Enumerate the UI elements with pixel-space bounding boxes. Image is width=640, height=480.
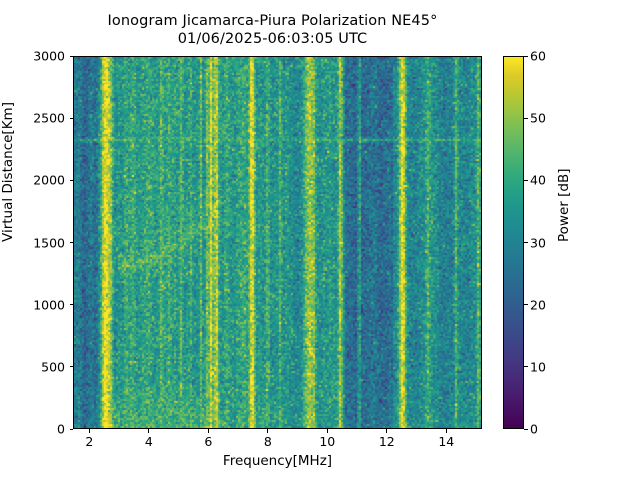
x-tick-mark [207, 429, 209, 433]
colorbar-label: Power [dB] [556, 168, 572, 242]
figure-title: Ionogram Jicamarca-Piura Polarization NE… [0, 12, 545, 48]
y-tick-mark [69, 55, 73, 57]
y-tick-mark [69, 304, 73, 306]
ionogram-heatmap [74, 57, 481, 428]
y-tick-label: 3000 [33, 48, 65, 64]
colorbar-gradient [504, 57, 523, 428]
x-tick-label: 6 [204, 434, 213, 449]
x-tick-mark [386, 429, 388, 433]
title-line-2: 01/06/2025-06:03:05 UTC [177, 31, 368, 47]
title-line-1: Ionogram Jicamarca-Piura Polarization NE… [107, 13, 438, 29]
y-tick-label: 2000 [33, 172, 65, 188]
colorbar-tick-mark [524, 179, 528, 181]
colorbar-tick-mark [524, 242, 528, 244]
x-tick-mark [445, 429, 447, 433]
ionogram-plot-area [73, 56, 482, 429]
x-tick-mark [326, 429, 328, 433]
colorbar-tick-mark [524, 55, 528, 57]
colorbar-tick-mark [524, 366, 528, 368]
colorbar-tick-mark [524, 304, 528, 306]
colorbar-tick-label: 0 [530, 421, 538, 437]
colorbar-tick-label: 30 [530, 235, 546, 250]
x-axis-label: Frequency[MHz] [222, 453, 333, 469]
x-tick-label: 2 [85, 434, 94, 449]
y-tick-mark [69, 242, 73, 244]
x-tick-label: 14 [438, 434, 455, 449]
colorbar-tick-label: 10 [530, 359, 546, 375]
y-tick-label: 2500 [33, 110, 65, 126]
colorbar-tick-label: 50 [530, 110, 546, 126]
y-tick-label: 1500 [33, 235, 65, 250]
y-tick-mark [69, 117, 73, 119]
y-tick-mark [69, 366, 73, 368]
y-tick-label: 500 [41, 359, 65, 375]
y-tick-label: 0 [57, 421, 65, 437]
x-tick-label: 12 [378, 434, 395, 449]
colorbar-tick-mark [524, 428, 528, 430]
colorbar-tick-label: 40 [530, 172, 546, 188]
x-tick-mark [267, 429, 269, 433]
colorbar-tick-label: 20 [530, 297, 546, 313]
colorbar [503, 56, 524, 429]
y-tick-label: 1000 [33, 297, 65, 313]
colorbar-tick-label: 60 [530, 48, 546, 64]
y-tick-mark [69, 179, 73, 181]
x-tick-label: 8 [263, 434, 272, 449]
x-tick-mark [88, 429, 90, 433]
x-tick-label: 10 [319, 434, 336, 449]
x-tick-label: 4 [144, 434, 153, 449]
y-axis-label: Virtual Distance[Km] [0, 102, 16, 242]
x-tick-mark [148, 429, 150, 433]
y-tick-mark [69, 428, 73, 430]
colorbar-tick-mark [524, 117, 528, 119]
